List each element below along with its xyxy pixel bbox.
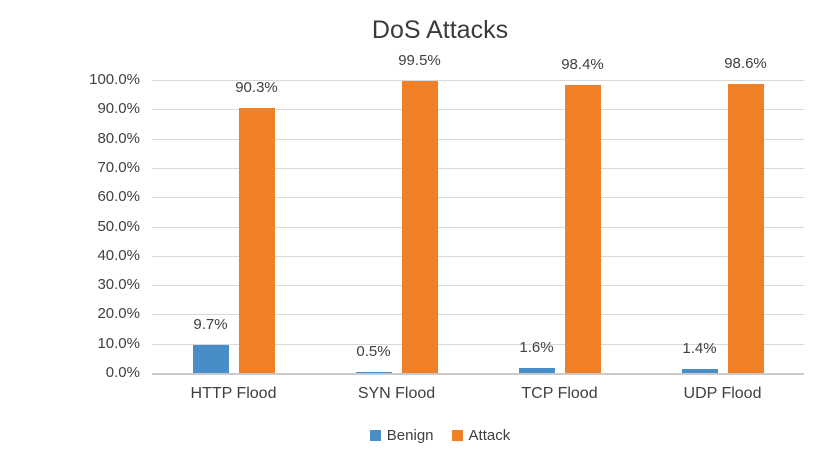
- bar-benign-tcp-flood: [518, 368, 555, 373]
- legend-swatch-benign: [369, 430, 381, 441]
- gridline: [152, 343, 804, 345]
- y-axis-tick-label: 50.0%: [97, 217, 140, 235]
- legend-label-benign: Benign: [386, 427, 434, 444]
- y-axis-tick-label: 10.0%: [97, 334, 140, 352]
- bar-attack-http-flood: [238, 108, 275, 373]
- gridline: [152, 314, 804, 316]
- x-axis-category-label-syn-flood: SYN Flood: [357, 385, 436, 402]
- gridline: [152, 285, 804, 287]
- bar-benign-http-flood: [192, 344, 229, 373]
- y-axis-tick-label: 60.0%: [97, 188, 140, 206]
- bar-attack-syn-flood: [401, 81, 438, 373]
- y-axis-tick-label: 0.0%: [105, 364, 140, 381]
- gridline: [152, 226, 804, 228]
- data-label-benign-syn-flood: 0.5%: [356, 342, 391, 360]
- legend-label-attack: Attack: [468, 427, 511, 444]
- data-label-benign-http-flood: 9.7%: [193, 315, 228, 333]
- data-label-benign-udp-flood: 1.4%: [682, 339, 717, 357]
- y-axis: 0.0% 10.0% 20.0% 30.0% 40.0% 50.0% 60.0% 70.0% 8…: [0, 71, 140, 381]
- data-label-benign-tcp-flood: 1.6%: [519, 339, 554, 357]
- bar-attack-tcp-flood: [564, 84, 601, 373]
- chart-title: DoS Attacks: [371, 16, 509, 44]
- gridline: [152, 109, 804, 111]
- data-label-attack-udp-flood: 98.6%: [724, 55, 767, 73]
- bar-benign-syn-flood: [355, 371, 392, 373]
- y-axis-tick-label: 20.0%: [97, 305, 140, 323]
- gridline: [152, 167, 804, 169]
- gridline: [152, 80, 804, 81]
- legend-item-benign: Benign: [369, 427, 434, 444]
- y-axis-tick-label: 100.0%: [89, 71, 140, 88]
- gridline: [152, 138, 804, 140]
- legend-swatch-attack: [451, 430, 463, 441]
- y-axis-tick-label: 40.0%: [97, 246, 140, 264]
- x-axis-category-label-udp-flood: UDP Flood: [683, 385, 762, 402]
- y-axis-tick-label: 70.0%: [97, 158, 140, 176]
- plot-area: 9.7% 90.3% 0.5% 99.5% 1.6% 98.4% 1.4% 98.6%: [152, 52, 804, 375]
- data-label-attack-tcp-flood: 98.4%: [561, 55, 604, 73]
- data-label-attack-http-flood: 90.3%: [235, 79, 278, 97]
- y-axis-tick-label: 80.0%: [97, 129, 140, 147]
- x-axis-category-label-http-flood: HTTP Flood: [190, 385, 277, 402]
- bar-attack-udp-flood: [727, 84, 764, 373]
- y-axis-tick-label: 30.0%: [97, 276, 140, 294]
- data-label-attack-syn-flood: 99.5%: [398, 52, 441, 70]
- gridline: [152, 255, 804, 257]
- x-axis: HTTP Flood SYN Flood TCP Flood UDP Flood: [152, 385, 804, 405]
- legend-item-attack: Attack: [451, 427, 511, 444]
- legend: Benign Attack: [80, 427, 800, 444]
- gridline: [152, 197, 804, 199]
- bar-benign-udp-flood: [681, 368, 718, 373]
- x-axis-category-label-tcp-flood: TCP Flood: [521, 385, 598, 402]
- y-axis-tick-label: 90.0%: [97, 100, 140, 118]
